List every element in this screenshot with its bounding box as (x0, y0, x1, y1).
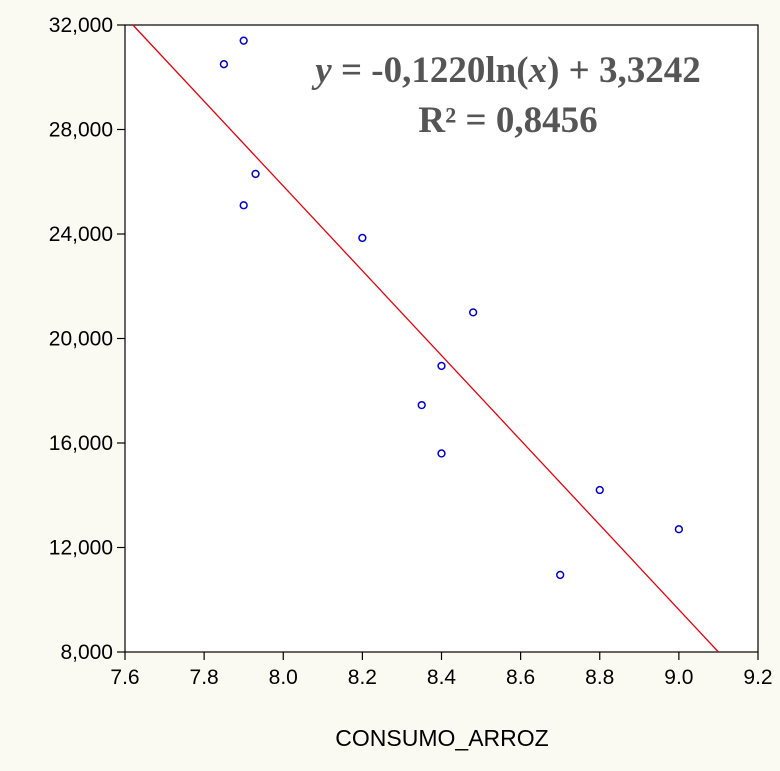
x-tick-label: 9.0 (664, 666, 693, 689)
scatter-point (469, 308, 478, 317)
y-tick-label: 20,000 (49, 328, 113, 351)
scatter-point (358, 233, 367, 243)
x-tick-label: 8.0 (269, 666, 298, 689)
equation-mid: = -0,1220ln( (332, 50, 529, 91)
scatter-point (595, 485, 604, 495)
scatter-point (674, 525, 684, 534)
data-points (219, 36, 684, 580)
y-tick-label: 32,000 (49, 14, 113, 37)
y-tick-label: 16,000 (49, 432, 113, 455)
x-tick-label: 9.2 (743, 666, 772, 689)
trendline (132, 24, 719, 653)
regression-equation: y = -0,1220ln(x) + 3,3242 (311, 50, 700, 91)
scatter-point (251, 169, 260, 179)
x-tick-label: 8.2 (348, 666, 377, 689)
equation-y-var: y (311, 50, 332, 91)
x-tick-label: 8.8 (585, 666, 614, 689)
y-tick-label: 8,000 (60, 641, 113, 664)
scatter-point (239, 36, 248, 45)
y-axis: 8,000 12,000 16,000 20,000 24,000 28,000 32,00… (49, 14, 125, 664)
r-squared-label: R² = 0,8456 (418, 100, 597, 141)
equation-end: ) + 3,3242 (547, 50, 701, 91)
equation-x-var: x (528, 50, 548, 91)
scatter-point (239, 201, 248, 210)
scatter-point (219, 60, 229, 69)
trendline-layer (132, 24, 719, 653)
x-tick-label: 8.6 (506, 666, 535, 689)
scatter-point (437, 449, 446, 458)
x-axis: 7.6 7.8 8.0 8.2 8.4 8.6 8.8 9.0 9.2 (110, 652, 773, 689)
scatter-point (437, 361, 446, 371)
x-axis-title: CONSUMO_ARROZ (335, 725, 548, 751)
x-tick-label: 7.6 (110, 666, 139, 689)
scatter-point (417, 400, 426, 410)
scatter-point (556, 570, 565, 580)
x-tick-label: 7.8 (190, 666, 219, 689)
y-tick-label: 28,000 (49, 119, 113, 142)
y-tick-label: 24,000 (49, 223, 113, 246)
x-tick-label: 8.4 (427, 666, 457, 689)
y-tick-label: 12,000 (49, 537, 113, 560)
